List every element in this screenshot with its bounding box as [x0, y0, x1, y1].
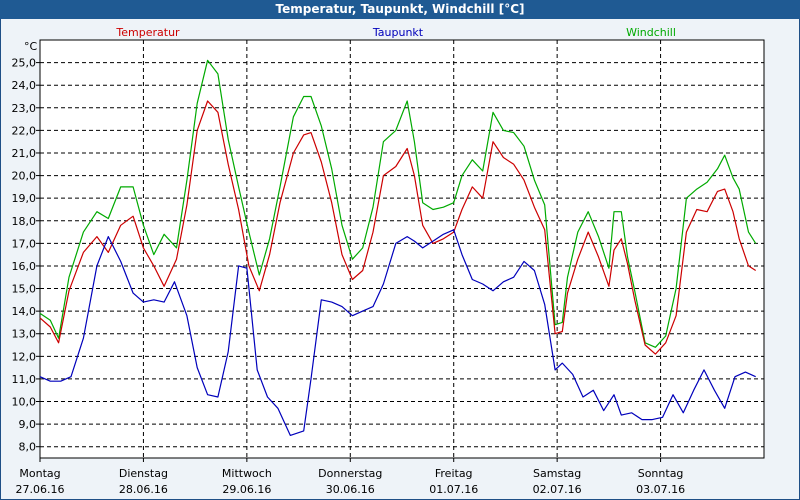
x-tick-day: Dienstag	[119, 467, 168, 480]
y-tick-label: 22,0	[12, 124, 37, 137]
series-line-temperatur	[39, 100, 757, 355]
y-tick-label: 23,0	[12, 102, 37, 115]
legend-item-temperatur: Temperatur	[115, 26, 180, 39]
x-tick-date: 29.06.16	[222, 483, 271, 496]
legend-item-windchill: Windchill	[626, 26, 676, 39]
x-tick-date: 27.06.16	[16, 483, 65, 496]
y-tick-label: 17,0	[12, 237, 37, 250]
y-tick-label: 16,0	[12, 260, 37, 273]
x-tick-day: Samstag	[533, 467, 581, 480]
series-line-taupunkt	[39, 229, 756, 436]
y-tick-label: 10,0	[12, 396, 37, 409]
y-tick-label: 9,0	[19, 418, 37, 431]
x-tick-day: Mittwoch	[222, 467, 272, 480]
x-tick-day: Freitag	[435, 467, 473, 480]
y-tick-label: 11,0	[12, 373, 37, 386]
x-tick-date: 30.06.16	[326, 483, 375, 496]
y-tick-label: 15,0	[12, 283, 37, 296]
y-tick-label: 13,0	[12, 328, 37, 341]
legend: Temperatur Taupunkt Windchill	[115, 26, 676, 39]
y-tick-label: 19,0	[12, 192, 37, 205]
y-tick-label: 14,0	[12, 305, 37, 318]
x-tick-date: 03.07.16	[636, 483, 685, 496]
x-tick-date: 01.07.16	[429, 483, 478, 496]
y-tick-label: 18,0	[12, 215, 37, 228]
y-axis: 8,0 9,0 10,0 11,0 12,0 13,0 14,0 15,0 16,0 17,0 18…	[12, 40, 40, 454]
x-tick-date: 28.06.16	[119, 483, 168, 496]
x-tick-day: Donnerstag	[318, 467, 382, 480]
x-axis: Montag 27.06.16 Dienstag 28.06.16 Mittwoch 29…	[16, 458, 685, 496]
y-tick-label: 20,0	[12, 170, 37, 183]
y-tick-label: 24,0	[12, 79, 37, 92]
y-tick-label: 8,0	[19, 441, 37, 454]
plot-area	[39, 39, 765, 459]
y-tick-label: 12,0	[12, 350, 37, 363]
y-axis-unit: °C	[24, 40, 38, 53]
x-tick-day: Sonntag	[638, 467, 684, 480]
x-tick-day: Montag	[19, 467, 60, 480]
series-lines	[39, 59, 757, 436]
y-tick-label: 25,0	[12, 57, 37, 70]
x-tick-date: 02.07.16	[533, 483, 582, 496]
legend-item-taupunkt: Taupunkt	[372, 26, 424, 39]
y-tick-label: 21,0	[12, 147, 37, 160]
window-title: Temperatur, Taupunkt, Windchill [°C]	[0, 0, 800, 19]
grid-lines	[40, 40, 764, 458]
